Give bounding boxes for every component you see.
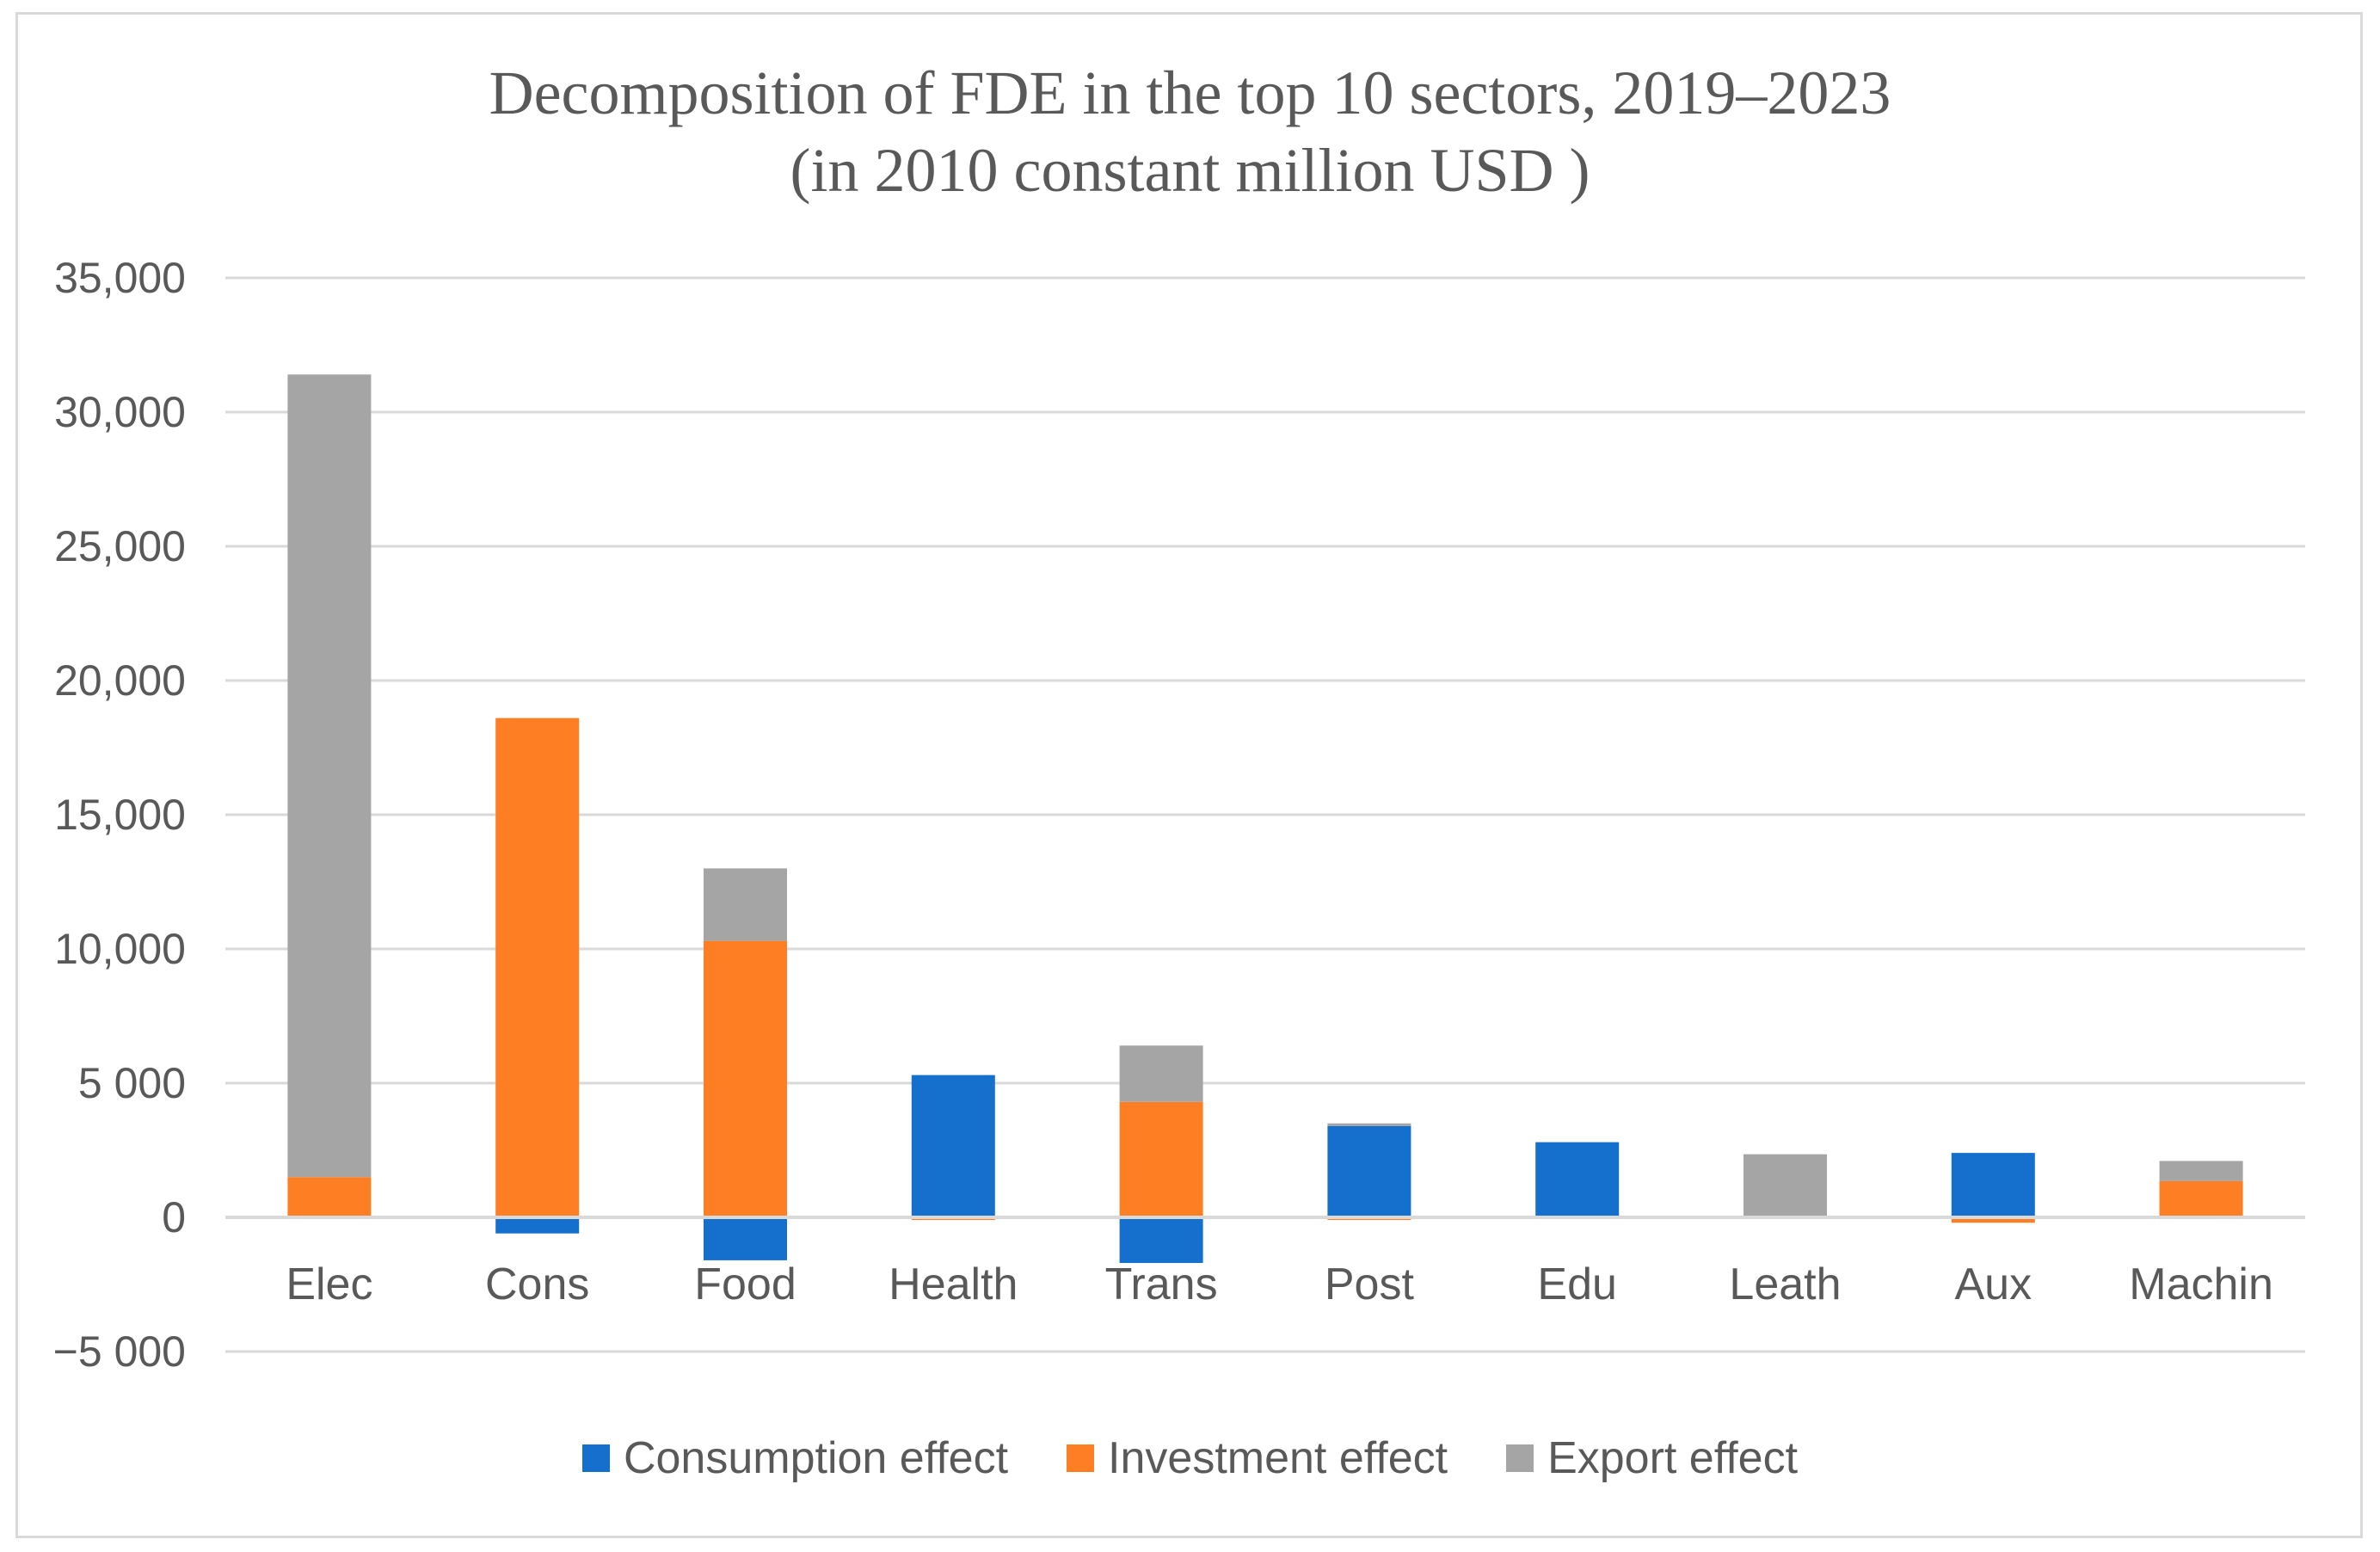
- bar-elec-export: [287, 374, 372, 1178]
- x-category-label: Trans: [1105, 1259, 1218, 1309]
- bar-leath-export: [1743, 1154, 1827, 1217]
- bar-food-consumption: [704, 1217, 787, 1260]
- bar-food-investment: [704, 940, 787, 1217]
- legend-swatch-consumption: [581, 1444, 610, 1472]
- bar-machin-export: [2159, 1161, 2243, 1181]
- y-tick-label: 20,000: [54, 656, 186, 705]
- y-tick-label: 35,000: [54, 254, 186, 302]
- legend-label-consumption: Consumption effect: [623, 1433, 1009, 1483]
- legend-item-investment: Investment effect: [1067, 1432, 1448, 1484]
- bar-trans-investment: [1119, 1101, 1203, 1217]
- legend-swatch-export: [1506, 1444, 1534, 1472]
- y-tick-label: 10,000: [54, 925, 186, 973]
- bar-trans-export: [1119, 1045, 1203, 1102]
- chart-frame: [15, 12, 2363, 1538]
- y-tick-label: −5 000: [53, 1327, 186, 1376]
- legend-label-investment: Investment effect: [1108, 1433, 1448, 1483]
- y-tick-label: 15,000: [54, 791, 186, 839]
- chart-title-line-1: Decomposition of FDE in the top 10 secto…: [489, 59, 1891, 127]
- y-tick-label: 0: [162, 1193, 186, 1241]
- y-tick-label: 5 000: [78, 1059, 186, 1107]
- bar-post-export: [1327, 1123, 1411, 1126]
- legend-item-consumption: Consumption effect: [581, 1432, 1009, 1484]
- x-category-label: Food: [694, 1259, 796, 1309]
- legend-item-export: Export effect: [1506, 1432, 1798, 1484]
- chart-title-line-2: (in 2010 constant million USD ): [790, 136, 1590, 205]
- bar-machin-investment: [2159, 1180, 2243, 1217]
- bar-elec-investment: [287, 1177, 372, 1217]
- x-category-label: Leath: [1729, 1259, 1841, 1309]
- x-category-label: Post: [1325, 1259, 1415, 1309]
- bar-edu-consumption: [1535, 1142, 1620, 1217]
- y-axis-ticks: −5 000 0 5 000 10,000 15,000 20,000 25,000 30,0…: [53, 254, 186, 1376]
- y-tick-label: 25,000: [54, 522, 186, 570]
- x-axis-categories: Elec Cons Food Health Trans Post Edu Leath Aux Ma…: [286, 1259, 2273, 1309]
- x-category-label: Aux: [1954, 1259, 2032, 1309]
- bar-cons-investment: [495, 717, 580, 1217]
- bars: [287, 374, 2243, 1264]
- legend-swatch-investment: [1067, 1444, 1095, 1472]
- bar-food-export: [704, 868, 787, 941]
- x-category-label: Health: [889, 1259, 1018, 1309]
- x-category-label: Elec: [286, 1259, 372, 1309]
- bar-cons-consumption: [495, 1217, 580, 1234]
- x-category-label: Cons: [485, 1259, 589, 1309]
- legend-label-export: Export effect: [1547, 1433, 1799, 1483]
- bar-post-consumption: [1327, 1125, 1411, 1217]
- legend: Consumption effect Investment effect Exp…: [0, 1432, 2380, 1484]
- bar-health-consumption: [911, 1075, 995, 1217]
- bar-aux-consumption: [1951, 1153, 2035, 1217]
- y-tick-label: 30,000: [54, 388, 186, 436]
- x-category-label: Machin: [2129, 1259, 2273, 1309]
- bar-aux-investment: [1951, 1217, 2035, 1223]
- x-category-label: Edu: [1537, 1259, 1617, 1309]
- bar-trans-consumption: [1119, 1217, 1203, 1264]
